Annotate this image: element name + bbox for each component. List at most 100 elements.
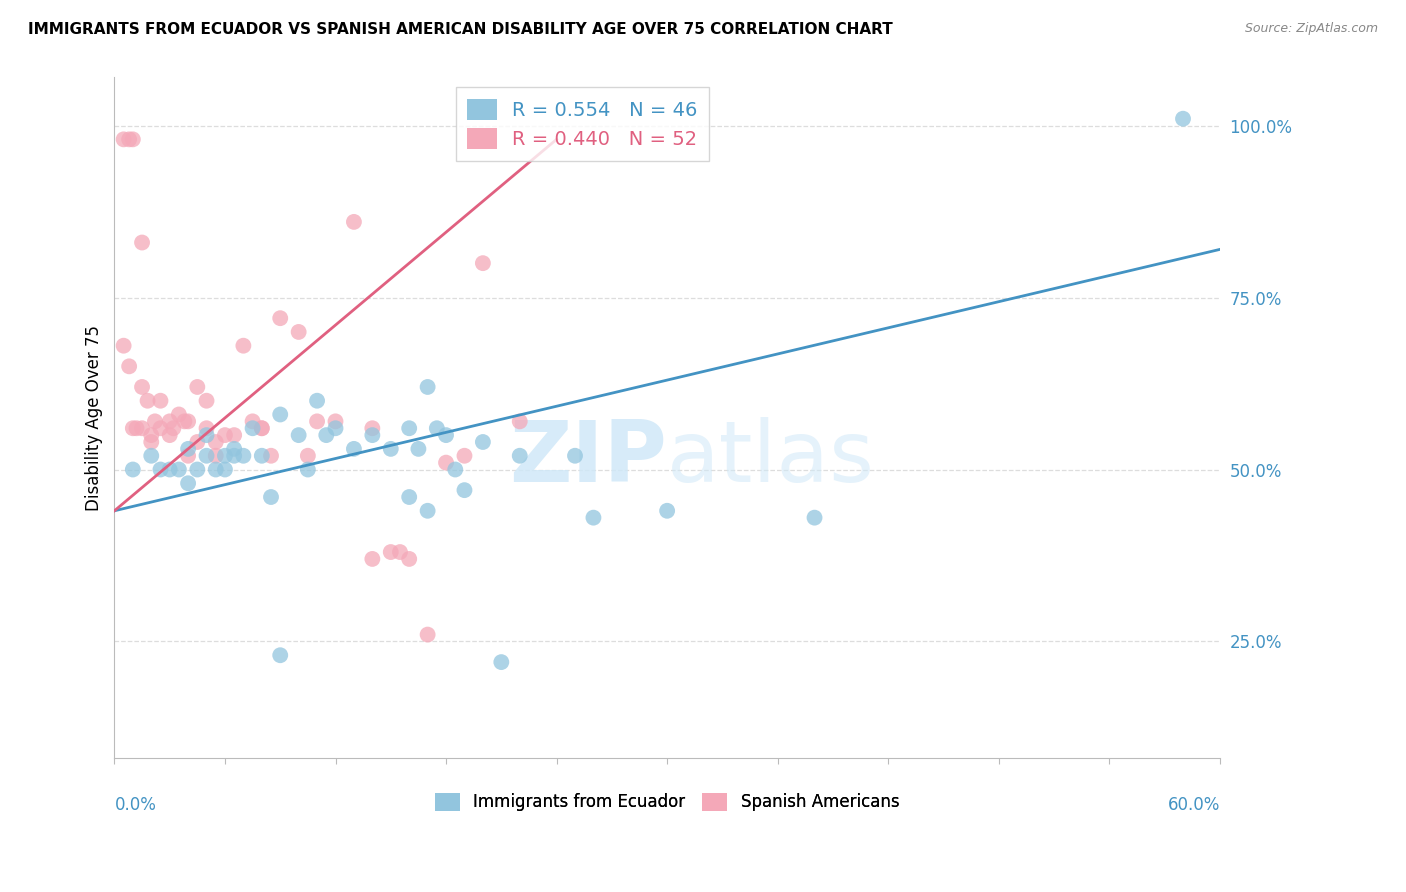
Point: [434, 456, 457, 470]
Point: [509, 414, 531, 428]
Text: 0.0%: 0.0%: [114, 797, 156, 814]
Point: [269, 648, 291, 663]
Point: [250, 421, 273, 435]
Point: [131, 380, 153, 394]
Point: [214, 462, 236, 476]
Point: [287, 428, 309, 442]
Legend: Immigrants from Ecuador, Spanish Americans: Immigrants from Ecuador, Spanish America…: [429, 786, 905, 818]
Point: [224, 442, 246, 456]
Point: [159, 462, 181, 476]
Point: [564, 449, 586, 463]
Point: [398, 490, 420, 504]
Point: [361, 421, 384, 435]
Point: [380, 545, 402, 559]
Point: [307, 393, 329, 408]
Point: [224, 428, 246, 442]
Point: [149, 393, 172, 408]
Point: [186, 462, 208, 476]
Point: [398, 552, 420, 566]
Point: [143, 414, 166, 428]
Point: [269, 408, 291, 422]
Point: [287, 325, 309, 339]
Point: [260, 449, 283, 463]
Y-axis label: Disability Age Over 75: Disability Age Over 75: [86, 325, 103, 511]
Point: [224, 449, 246, 463]
Point: [195, 428, 218, 442]
Point: [453, 483, 475, 497]
Point: [471, 435, 494, 450]
Point: [491, 655, 513, 669]
Point: [250, 449, 273, 463]
Point: [471, 256, 494, 270]
Point: [297, 449, 319, 463]
Point: [408, 442, 430, 456]
Point: [162, 421, 184, 435]
Point: [121, 462, 143, 476]
Point: [307, 414, 329, 428]
Point: [149, 462, 172, 476]
Point: [416, 504, 439, 518]
Point: [149, 421, 172, 435]
Point: [214, 449, 236, 463]
Point: [195, 449, 218, 463]
Point: [118, 359, 141, 374]
Point: [388, 545, 411, 559]
Point: [186, 380, 208, 394]
Point: [416, 627, 439, 641]
Point: [167, 462, 190, 476]
Point: [186, 435, 208, 450]
Point: [159, 414, 181, 428]
Point: [173, 414, 195, 428]
Point: [1171, 112, 1194, 126]
Point: [177, 449, 200, 463]
Point: [343, 442, 366, 456]
Point: [136, 393, 159, 408]
Point: [177, 476, 200, 491]
Point: [177, 442, 200, 456]
Point: [131, 421, 153, 435]
Point: [297, 462, 319, 476]
Text: ZIP: ZIP: [509, 417, 666, 500]
Point: [803, 510, 825, 524]
Point: [582, 510, 605, 524]
Point: [444, 462, 467, 476]
Point: [159, 428, 181, 442]
Point: [125, 421, 148, 435]
Point: [204, 449, 226, 463]
Point: [269, 311, 291, 326]
Point: [141, 428, 163, 442]
Point: [131, 235, 153, 250]
Point: [655, 504, 678, 518]
Point: [325, 414, 347, 428]
Point: [242, 421, 264, 435]
Point: [118, 132, 141, 146]
Point: [214, 428, 236, 442]
Text: IMMIGRANTS FROM ECUADOR VS SPANISH AMERICAN DISABILITY AGE OVER 75 CORRELATION C: IMMIGRANTS FROM ECUADOR VS SPANISH AMERI…: [28, 22, 893, 37]
Point: [167, 408, 190, 422]
Point: [204, 462, 226, 476]
Point: [250, 421, 273, 435]
Point: [398, 421, 420, 435]
Point: [232, 339, 254, 353]
Point: [121, 132, 143, 146]
Point: [361, 428, 384, 442]
Point: [416, 380, 439, 394]
Point: [141, 449, 163, 463]
Point: [242, 414, 264, 428]
Point: [141, 435, 163, 450]
Point: [112, 339, 135, 353]
Point: [361, 552, 384, 566]
Text: atlas: atlas: [666, 417, 875, 500]
Point: [434, 428, 457, 442]
Point: [426, 421, 449, 435]
Point: [121, 421, 143, 435]
Point: [112, 132, 135, 146]
Point: [509, 449, 531, 463]
Point: [325, 421, 347, 435]
Point: [195, 421, 218, 435]
Point: [204, 435, 226, 450]
Text: Source: ZipAtlas.com: Source: ZipAtlas.com: [1244, 22, 1378, 36]
Point: [315, 428, 337, 442]
Point: [453, 449, 475, 463]
Text: 60.0%: 60.0%: [1167, 797, 1220, 814]
